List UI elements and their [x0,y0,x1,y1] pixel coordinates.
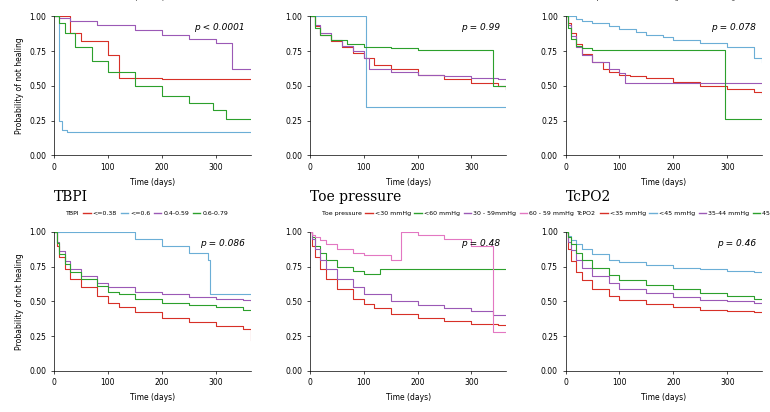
Legend: PAD-scan, Bi, Bi (ordered), Mono or absent, Tri: PAD-scan, Bi, Bi (ordered), Mono or abse… [54,0,250,3]
Text: p = 0.078: p = 0.078 [711,23,756,33]
Text: TcPO2: TcPO2 [565,190,611,204]
X-axis label: Time (days): Time (days) [386,178,430,187]
Text: TBPI: TBPI [54,190,88,204]
Text: p = 0.086: p = 0.086 [200,239,245,248]
Text: Toe pressure: Toe pressure [310,190,401,204]
Legend: ABPI, <=0.39, <=0.6, 0.4-0.59, 0.6-0.79: ABPI, <=0.39, <=0.6, 0.4-0.59, 0.6-0.79 [310,0,487,3]
X-axis label: Time (days): Time (days) [129,178,175,187]
Y-axis label: Probability of not healing: Probability of not healing [15,37,24,134]
Legend: Toe pressure, <30 mmHg, <60 mmHg, 30 - 59mmHg, 60 - 59 mmHg: Toe pressure, <30 mmHg, <60 mmHg, 30 - 5… [310,208,577,219]
X-axis label: Time (days): Time (days) [129,393,175,402]
Y-axis label: Probability of not healing: Probability of not healing [527,253,535,350]
Text: p = 0.48: p = 0.48 [461,239,500,248]
Legend: Ankle pressure, <= 49mmHg, >=100mmHg, 50 - 69mmHg, 70 - 99mmHg: Ankle pressure, <= 49mmHg, >=100mmHg, 50… [565,0,770,3]
X-axis label: Time (days): Time (days) [641,178,687,187]
X-axis label: Time (days): Time (days) [386,393,430,402]
Y-axis label: Probability of not healing: Probability of not healing [527,37,535,134]
Legend: TBPI, <=0.38, <=0.6, 0.4-0.59, 0.6-0.79: TBPI, <=0.38, <=0.6, 0.4-0.59, 0.6-0.79 [54,208,231,219]
Text: p = 0.99: p = 0.99 [461,23,500,33]
Y-axis label: Probability of not healing: Probability of not healing [270,37,280,134]
Legend: TcPO2, <35 mmHg, <45 mmHg, 35-44 mmHg, 45-54 mmHg: TcPO2, <35 mmHg, <45 mmHg, 35-44 mmHg, 4… [565,208,770,219]
X-axis label: Time (days): Time (days) [641,393,687,402]
Y-axis label: Probability of not healing: Probability of not healing [15,253,24,350]
Text: p = 0.46: p = 0.46 [718,239,756,248]
Y-axis label: Probability of not healing: Probability of not healing [270,253,280,350]
Text: p < 0.0001: p < 0.0001 [194,23,245,33]
